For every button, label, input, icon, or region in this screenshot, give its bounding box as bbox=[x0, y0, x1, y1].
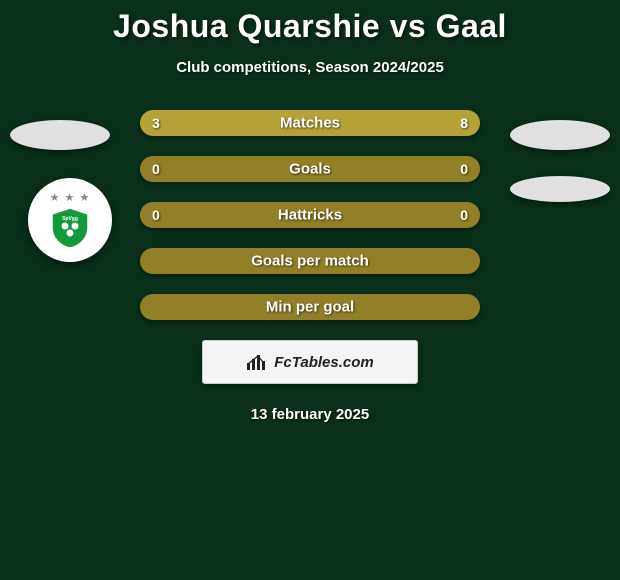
stat-row-min-per-goal: Min per goal bbox=[140, 294, 480, 320]
stat-row-goals: 00Goals bbox=[140, 156, 480, 182]
stat-label: Matches bbox=[140, 115, 480, 132]
branding-badge[interactable]: FcTables.com bbox=[202, 340, 418, 384]
club-left-badge: ★ ★ ★ SpVgg bbox=[28, 178, 112, 262]
date-label: 13 february 2025 bbox=[0, 406, 620, 423]
stat-row-hattricks: 00Hattricks bbox=[140, 202, 480, 228]
comparison-bars: 38Matches 00Goals 00Hattricks Goals per mat… bbox=[140, 110, 480, 320]
stat-label: Goals per match bbox=[140, 253, 480, 270]
stat-row-goals-per-match: Goals per match bbox=[140, 248, 480, 274]
stat-label: Goals bbox=[140, 161, 480, 178]
club-right-badge-placeholder bbox=[510, 176, 610, 202]
stat-label: Hattricks bbox=[140, 207, 480, 224]
svg-text:SpVgg: SpVgg bbox=[62, 216, 78, 222]
bar-chart-icon bbox=[246, 353, 268, 371]
branding-text: FcTables.com bbox=[274, 354, 373, 371]
player-right-avatar-placeholder bbox=[510, 120, 610, 150]
player-left-avatar-placeholder bbox=[10, 120, 110, 150]
stat-label: Min per goal bbox=[140, 299, 480, 316]
club-stars-icon: ★ ★ ★ bbox=[50, 191, 91, 204]
stat-row-matches: 38Matches bbox=[140, 110, 480, 136]
subtitle: Club competitions, Season 2024/2025 bbox=[0, 59, 620, 76]
comparison-card: Joshua Quarshie vs Gaal Club competition… bbox=[0, 0, 620, 423]
page-title: Joshua Quarshie vs Gaal bbox=[0, 8, 620, 45]
club-shield-icon: SpVgg bbox=[48, 206, 92, 250]
